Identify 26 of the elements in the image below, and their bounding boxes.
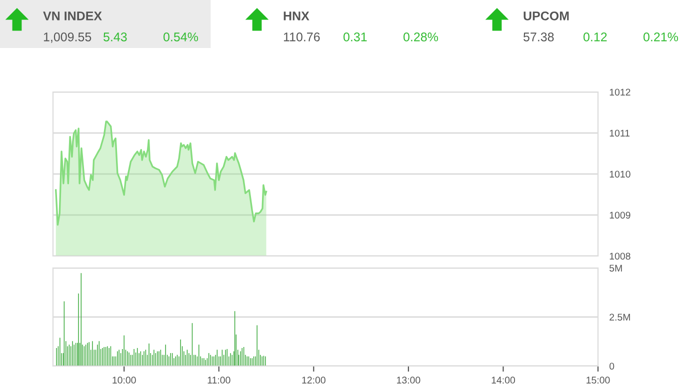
text: 0.54% [163, 32, 198, 42]
x-tick-label: 10:00 [112, 376, 136, 384]
y-tick-label: 1008 [610, 252, 630, 260]
text: 0.21% [643, 32, 678, 42]
text: 5.43 [104, 32, 127, 42]
text: 0.28% [403, 32, 438, 42]
text: UPCOM [524, 12, 569, 20]
y-tick-label: 1009 [610, 212, 630, 219]
y-tick-label: 1012 [610, 88, 630, 96]
x-tick-label: 13:00 [397, 376, 420, 384]
x-tick-label: 11:00 [208, 376, 230, 384]
text: 110.76 [284, 32, 320, 42]
text: 0.12 [583, 32, 607, 42]
y-tick-label: 1011 [610, 130, 630, 137]
y-tick-label: 1010 [610, 170, 630, 178]
y-tick-label: 0 [609, 362, 614, 370]
text: HNX [284, 12, 310, 20]
y-tick-label: 2.5M [610, 314, 630, 321]
text: 1,009.55 [44, 32, 92, 43]
x-tick-label: 15:00 [586, 376, 610, 384]
x-tick-label: 12:00 [302, 376, 326, 384]
text: VN INDEX [43, 12, 102, 20]
text: 57.38 [524, 32, 554, 42]
x-tick-label: 14:00 [492, 376, 516, 384]
y-tick-label: 5M [610, 264, 622, 272]
text: 0.31 [343, 32, 367, 42]
